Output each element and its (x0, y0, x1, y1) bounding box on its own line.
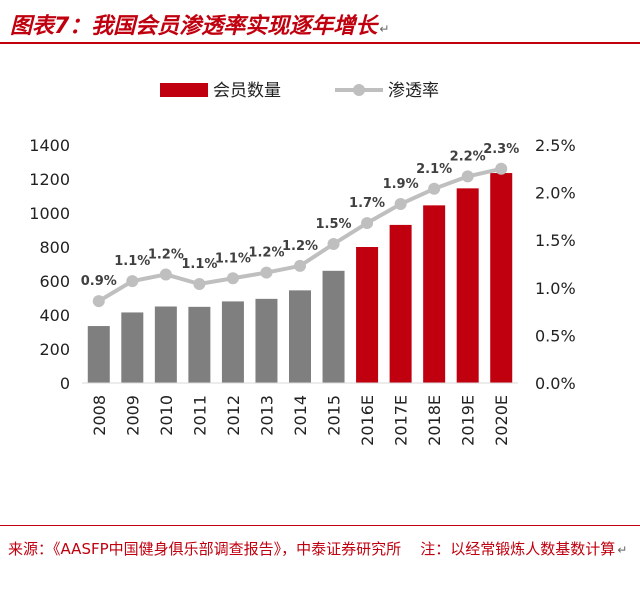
data-label: 2.3% (483, 142, 519, 157)
x-tick-label: 2016E (358, 395, 377, 446)
y-left-tick-label: 1000 (29, 204, 70, 223)
data-label: 0.9% (81, 274, 117, 289)
line-point (495, 162, 508, 175)
data-label: 1.2% (248, 246, 284, 261)
line-point (126, 275, 139, 288)
line-point (159, 268, 172, 281)
bar (289, 290, 311, 383)
line-point (428, 182, 441, 195)
data-label: 1.1% (114, 254, 150, 269)
y-left-tick-label: 1200 (29, 170, 70, 189)
bar (389, 224, 412, 383)
data-label: 1.1% (215, 251, 251, 266)
bar (456, 188, 479, 383)
line-point (226, 272, 239, 285)
x-tick-label: 2020E (492, 395, 511, 446)
line-point (461, 170, 474, 183)
x-tick-label: 2017E (392, 395, 411, 446)
bar (322, 270, 345, 383)
return-mark-icon: ↵ (379, 22, 390, 36)
data-label: 1.1% (181, 257, 217, 272)
y-right-tick-label: 0.5% (535, 326, 576, 345)
line-point (294, 259, 306, 272)
y-right-tick-label: 2.0% (535, 184, 576, 203)
x-tick-label: 2012 (224, 395, 243, 436)
data-label: 1.2% (148, 247, 184, 262)
y-right-tick-label: 0.0% (535, 374, 576, 393)
y-left-tick-label: 0 (60, 374, 70, 393)
y-left-tick-label: 800 (39, 238, 70, 257)
chart-title: 图表7：我国会员渗透率实现逐年增长 ↵ (10, 8, 389, 40)
y-right-tick-label: 1.0% (535, 279, 576, 298)
x-tick-label: 2011 (190, 395, 209, 436)
bar (188, 306, 211, 383)
y-left-tick-label: 400 (39, 306, 70, 325)
legend-swatch-marker (353, 84, 365, 96)
x-tick-label: 2014 (291, 395, 310, 436)
footer-note: 来源：《AASFP中国健身俱乐部调查报告》，中泰证券研究所 注：以经常锻炼人数基… (8, 534, 632, 565)
legend: 会员数量 渗透率 (160, 81, 439, 101)
legend-swatch-bar (160, 83, 208, 97)
bar (87, 326, 110, 383)
bar (221, 301, 244, 383)
bar (154, 306, 177, 383)
bar (121, 312, 144, 383)
line-point (92, 295, 105, 308)
title-underline (0, 42, 640, 44)
x-tick-label: 2015 (325, 395, 344, 436)
legend-label-members: 会员数量 (213, 81, 281, 101)
bar (423, 205, 446, 383)
bar (356, 247, 379, 383)
member-penetration-chart: 会员数量 渗透率 0 200 400 600 800 1000 1200 1400 0.0% 0.5%… (29, 81, 576, 446)
x-tick-label: 2013 (257, 395, 276, 436)
y-right-tick-label: 1.5% (535, 231, 576, 250)
data-label: 1.5% (316, 217, 352, 232)
source-text: 来源：《AASFP中国健身俱乐部调查报告》，中泰证券研究所 (8, 540, 402, 558)
x-tick-label: 2018E (425, 395, 444, 446)
chart-title-label: 图表7：我国会员渗透率实现逐年增长 (10, 14, 378, 39)
bar (255, 298, 278, 383)
y-right-tick-label: 2.5% (535, 136, 576, 155)
data-label: 1.2% (282, 239, 318, 254)
line-point (361, 217, 374, 230)
footer-divider (0, 525, 640, 526)
line-point (193, 277, 206, 290)
x-tick-label: 2019E (459, 395, 478, 446)
data-label: 2.1% (416, 162, 452, 177)
data-label: 1.9% (383, 177, 419, 192)
x-tick-label: 2010 (157, 395, 176, 436)
line-point (394, 198, 407, 211)
legend-label-penetration: 渗透率 (388, 81, 439, 101)
data-label: 1.7% (349, 196, 385, 211)
x-tick-label: 2009 (123, 395, 142, 436)
note-text: 注：以经常锻炼人数基数计算 (420, 540, 616, 558)
line-point (260, 266, 273, 279)
data-label: 2.2% (450, 149, 486, 164)
bar (490, 173, 513, 383)
y-left-tick-label: 600 (39, 272, 70, 291)
title-bar: 图表7：我国会员渗透率实现逐年增长 ↵ (0, 0, 640, 44)
line-point (327, 238, 340, 251)
return-mark-icon: ↵ (617, 543, 628, 557)
y-left-tick-label: 200 (39, 340, 70, 359)
x-tick-label: 2008 (90, 395, 109, 436)
y-left-tick-label: 1400 (29, 136, 70, 155)
